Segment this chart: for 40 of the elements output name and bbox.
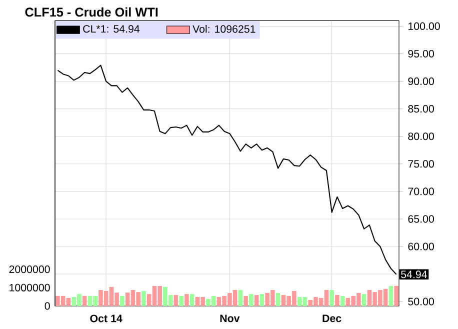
bar [330,290,334,306]
bar [238,290,243,306]
bar [174,294,178,306]
bar [362,294,366,306]
x-tick-label: Nov [220,314,240,322]
y2-tick-label: 90.00 [408,78,434,86]
y-tick-label: 1000000 [10,284,50,292]
y2-tick-label: 85.00 [408,105,434,113]
text: 54.94 [401,270,427,278]
y2-tick-label: 75.00 [408,160,434,168]
y-tick-label: 0 [44,302,50,310]
y2-tick-label: 95.00 [408,50,434,58]
bar [82,296,87,306]
bar [179,296,184,306]
bar [388,286,394,306]
y2-tick-label: 60.00 [408,242,434,250]
y2-tick-label: 65.00 [408,215,434,223]
bar [276,292,280,306]
bar [190,294,194,306]
x-tick-label: Dec [322,314,342,322]
legend-label: CL*1: 54.94 [83,25,140,33]
y2-tick-label: 50.00 [408,298,434,306]
bar [120,296,124,306]
y2-tick-label: 70.00 [408,188,434,196]
legend-label: Vol: 1096251 [192,24,256,33]
y2-tick-label: 80.00 [408,132,434,140]
chart-title: CLF15 - Crude Oil WTI [25,7,158,17]
bar [184,294,189,306]
bar [260,294,264,306]
bar [244,296,248,306]
y2-tick-label: 100.00 [408,22,440,30]
bar [254,294,259,306]
bar [335,294,340,306]
line-series [57,64,397,275]
bar [142,290,146,306]
x-tick-label: Oct 14 [90,314,122,322]
bar [340,296,345,306]
bar [394,286,398,306]
y-tick-label: 2000000 [9,266,50,274]
bar [249,294,254,306]
